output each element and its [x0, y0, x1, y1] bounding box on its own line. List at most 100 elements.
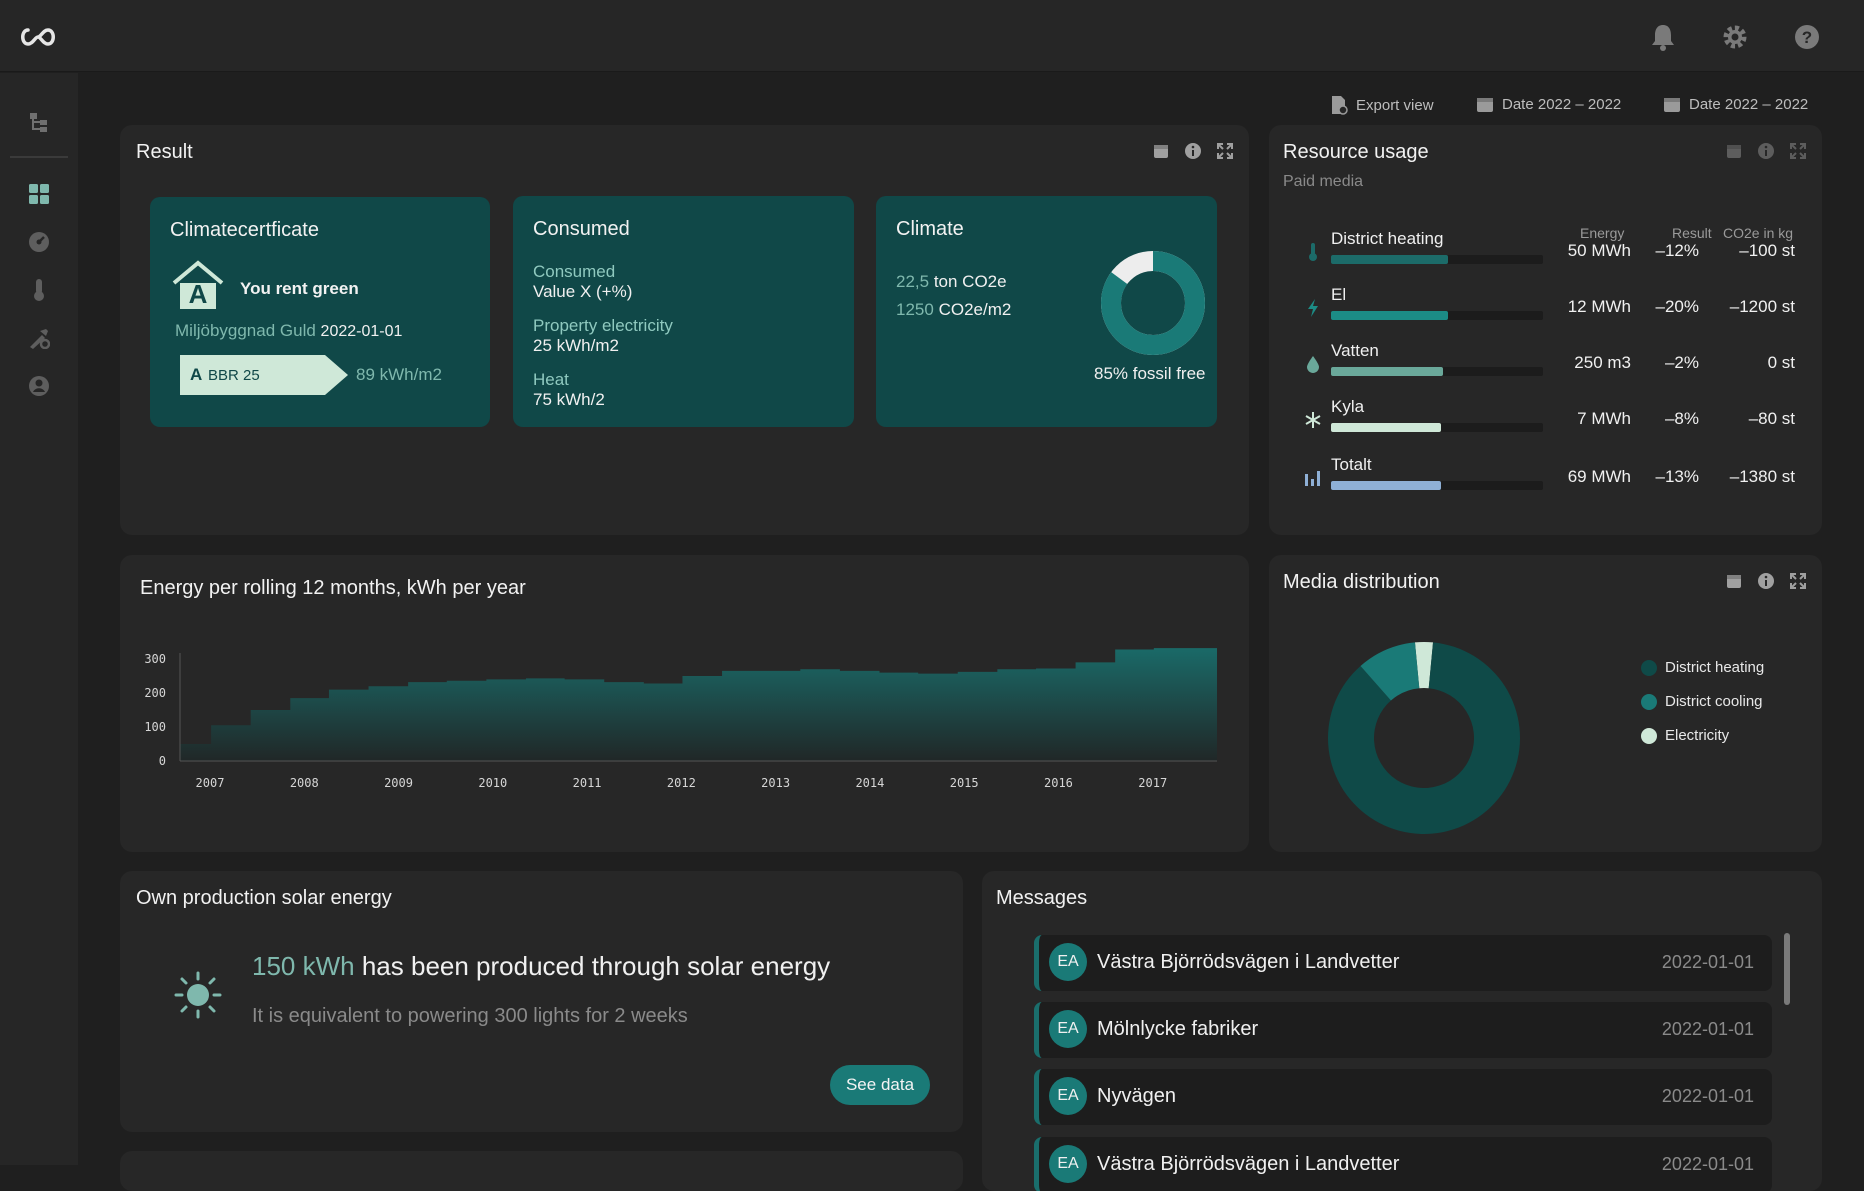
climate-co2-number: 22,5: [896, 272, 930, 291]
x-tick-label: 2017: [1138, 776, 1167, 790]
calendar-icon[interactable]: [1151, 141, 1171, 161]
resource-bar-fill: [1331, 311, 1448, 320]
thermometer-icon[interactable]: [24, 275, 54, 305]
co2-column-header: CO2e in kg: [1723, 225, 1794, 241]
resource-result: –8%: [1664, 409, 1699, 428]
messages-panel: Messages EA Västra Björrödsvägen i Landv…: [982, 871, 1822, 1191]
user-icon[interactable]: [24, 371, 54, 401]
bar-chart-icon: [1303, 467, 1323, 489]
lightning-icon: [1303, 297, 1323, 319]
see-data-button[interactable]: See data: [830, 1065, 930, 1105]
resource-row-vatten[interactable]: Vatten 250 m3 –2% 0 st: [1285, 341, 1805, 385]
certificate-line: Miljöbyggnad Guld 2022-01-01: [175, 321, 402, 341]
main-content: Export view Date 2022 – 2022 Date 2022 –…: [78, 73, 1864, 1191]
x-tick-label: 2014: [855, 776, 884, 790]
gauge-icon[interactable]: [24, 227, 54, 257]
climate-certificate-title: Climatecertficate: [170, 219, 319, 241]
resource-row-district-heating[interactable]: District heating 50 MWh –12% –100 st: [1285, 229, 1805, 273]
legend-district-cooling: District cooling: [1641, 693, 1763, 710]
tools-icon[interactable]: [24, 323, 54, 353]
resource-row-totalt[interactable]: Totalt 69 MWh –13% –1380 st: [1285, 455, 1805, 499]
solar-amount: 150 kWh: [252, 951, 355, 981]
rent-green-status: You rent green: [240, 279, 359, 298]
energy-column-header: Energy: [1580, 225, 1625, 241]
bell-icon[interactable]: [1648, 22, 1678, 52]
legend-label: Electricity: [1665, 727, 1730, 744]
message-item[interactable]: EA Västra Björrödsvägen i Landvetter 202…: [1034, 1137, 1772, 1191]
info-icon[interactable]: [1183, 141, 1203, 161]
message-title: Västra Björrödsvägen i Landvetter: [1097, 951, 1400, 973]
climate-co2m2-unit: CO2e/m2: [938, 300, 1012, 319]
resource-co2: –80 st: [1748, 409, 1795, 428]
certificate-date: 2022-01-01: [320, 323, 403, 340]
heat-label: Heat: [533, 370, 569, 389]
date-range-button-1[interactable]: Date 2022 – 2022: [1476, 95, 1621, 113]
resource-bar-fill: [1331, 481, 1442, 490]
legend-label: District heating: [1665, 659, 1765, 676]
resource-usage-subtitle: Paid media: [1283, 173, 1364, 190]
consumed-label: Consumed: [533, 262, 616, 281]
message-date: 2022-01-01: [1661, 1019, 1754, 1039]
message-item[interactable]: EA Västra Björrödsvägen i Landvetter 202…: [1034, 935, 1772, 991]
y-tick-label: 200: [144, 686, 166, 700]
bottom-panel-partial: [120, 1151, 963, 1191]
resource-row-kyla[interactable]: Kyla 7 MWh –8% –80 st: [1285, 397, 1805, 441]
resource-name: El: [1331, 285, 1347, 304]
messages-scrollbar[interactable]: [1784, 933, 1790, 1005]
avatar: EA: [1049, 1077, 1087, 1115]
message-date: 2022-01-01: [1661, 1086, 1754, 1106]
messages-title: Messages: [996, 887, 1088, 909]
svg-text:?: ?: [1802, 28, 1812, 47]
media-distribution-title: Media distribution: [1283, 571, 1440, 593]
avatar: EA: [1049, 943, 1087, 981]
solar-title: Own production solar energy: [136, 887, 392, 909]
expand-icon[interactable]: [1215, 141, 1235, 161]
climate-title: Climate: [896, 218, 964, 240]
dashboard-icon[interactable]: [24, 179, 54, 209]
export-view-button[interactable]: Export view: [1330, 95, 1434, 115]
resource-energy: 7 MWh: [1577, 409, 1631, 428]
hierarchy-icon[interactable]: [24, 107, 54, 137]
date-range-button-2[interactable]: Date 2022 – 2022: [1663, 95, 1808, 113]
resource-bar: [1331, 481, 1543, 490]
legend-dot: [1641, 693, 1657, 710]
expand-icon[interactable]: [1788, 141, 1808, 161]
info-icon[interactable]: [1756, 571, 1776, 591]
resource-co2: –100 st: [1739, 241, 1795, 260]
x-tick-label: 2009: [384, 776, 413, 790]
export-icon: [1332, 96, 1348, 115]
calendar-icon: [1477, 98, 1493, 112]
gear-icon[interactable]: [1720, 22, 1750, 52]
help-icon[interactable]: ?: [1792, 22, 1822, 52]
calendar-icon: [1664, 98, 1680, 112]
energy-area-series: [180, 648, 1217, 761]
resource-energy: 250 m3: [1574, 353, 1631, 372]
resource-energy: 69 MWh: [1567, 467, 1631, 486]
export-view-label: Export view: [1356, 96, 1434, 114]
climate-certificate-card: Climatecertficate A You rent green Miljö…: [150, 197, 490, 427]
energy-class-grade: A: [190, 365, 203, 384]
expand-icon[interactable]: [1788, 571, 1808, 591]
resource-name: Vatten: [1331, 341, 1379, 360]
heat-item: Heat 75 kWh/2: [533, 370, 605, 410]
energy-area-chart: 0 100 200 300 2007 2008 2009 2010 2011 2012 2013 20…: [144, 648, 1217, 790]
info-icon[interactable]: [1756, 141, 1776, 161]
resource-row-el[interactable]: El 12 MWh –20% –1200 st: [1285, 285, 1805, 329]
resource-result: –20%: [1655, 297, 1699, 316]
energy-class-text: BBR 25: [208, 367, 260, 384]
resource-energy: 12 MWh: [1567, 297, 1631, 316]
resource-bar-fill: [1331, 255, 1448, 264]
app-logo-icon[interactable]: [18, 22, 60, 52]
resource-bar: [1331, 255, 1543, 264]
message-item[interactable]: EA Nyvägen 2022-01-01: [1034, 1069, 1772, 1125]
x-tick-label: 2012: [667, 776, 696, 790]
resource-energy: 50 MWh: [1567, 241, 1631, 260]
calendar-icon[interactable]: [1724, 141, 1744, 161]
resource-name: Kyla: [1331, 397, 1365, 416]
resource-co2: –1380 st: [1729, 467, 1795, 486]
x-tick-label: 2013: [761, 776, 790, 790]
resource-result: –2%: [1664, 353, 1699, 372]
result-title: Result: [136, 141, 193, 163]
calendar-icon[interactable]: [1724, 571, 1744, 591]
message-item[interactable]: EA Mölnlycke fabriker 2022-01-01: [1034, 1002, 1772, 1058]
